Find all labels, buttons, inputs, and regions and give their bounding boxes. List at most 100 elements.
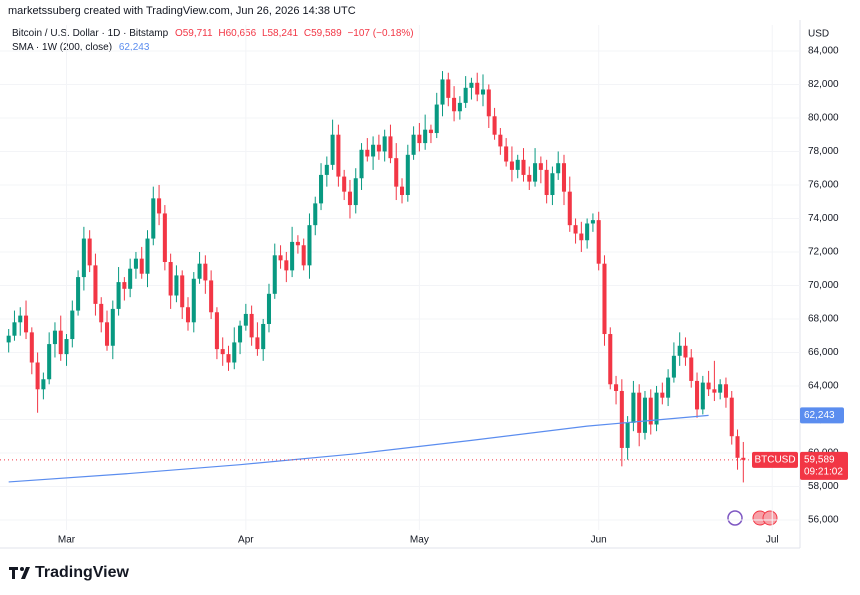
candle-body: [521, 159, 526, 175]
candle-body: [400, 186, 405, 196]
candle-body: [376, 144, 381, 152]
candle-body: [567, 191, 572, 226]
symbol-box: [752, 451, 798, 468]
candle-body: [452, 97, 457, 112]
candle-body: [249, 313, 254, 338]
candle-body: [533, 163, 538, 182]
legend-symbol: Bitcoin / U.S. Dollar · 1D · Bitstamp O5…: [12, 28, 414, 39]
candle-body: [417, 134, 422, 144]
candle-body: [12, 322, 17, 336]
candle-body: [214, 312, 219, 350]
candle-body: [81, 238, 86, 278]
indicator-name: SMA · 1W (200, close): [12, 42, 112, 53]
y-tick-label: 74,000: [808, 213, 839, 224]
candle-body: [550, 173, 555, 196]
event-icon: [727, 510, 743, 526]
candle-body: [139, 258, 144, 274]
candle-body: [110, 308, 115, 346]
candle-body: [631, 392, 636, 423]
candle-body: [585, 223, 590, 241]
candle-body: [428, 129, 433, 134]
candle-body: [388, 136, 393, 159]
candle-body: [712, 389, 717, 393]
candle-body: [544, 169, 549, 196]
candle-body: [700, 382, 705, 410]
candle-body: [255, 337, 260, 350]
candle-body: [689, 357, 694, 381]
candle-body: [504, 146, 509, 162]
x-tick-label: Jun: [591, 535, 607, 546]
candle-body: [434, 104, 439, 134]
currency: USD: [808, 29, 829, 40]
candle-body: [538, 163, 543, 170]
candle-body: [157, 198, 162, 214]
candle-body: [87, 238, 92, 266]
x-tick-label: Apr: [238, 535, 254, 546]
candle-body: [6, 335, 11, 343]
logo: [9, 567, 30, 579]
y-tick-label: 84,000: [808, 46, 839, 57]
candle-body: [174, 275, 179, 296]
candle-body: [99, 303, 104, 323]
candle-body: [272, 255, 277, 294]
candle-body: [666, 377, 671, 398]
candle-body: [151, 198, 156, 239]
candle-body: [423, 129, 428, 144]
x-tick-label: Jul: [766, 535, 779, 546]
candle-body: [382, 136, 387, 152]
candle-body: [394, 158, 399, 187]
candle-body: [469, 82, 474, 88]
candle-body: [498, 134, 503, 147]
candle-body: [602, 263, 607, 335]
candle-body: [319, 174, 324, 204]
candle-body: [342, 176, 347, 192]
low-label: L58,241: [262, 28, 299, 39]
symbol: Bitcoin / U.S. Dollar · 1D · Bitstamp: [12, 28, 169, 39]
candle-body: [313, 203, 318, 226]
y-tick-label: 68,000: [808, 314, 839, 325]
candle-body: [405, 154, 410, 196]
candle-body: [741, 457, 746, 460]
y-tick-label: 80,000: [808, 113, 839, 124]
legend-indicator: SMA · 1W (200, close) 62,243: [12, 42, 150, 53]
candle-body: [301, 245, 306, 266]
candle-body: [76, 277, 81, 311]
last-price-box: [800, 451, 848, 480]
candle-body: [47, 344, 52, 380]
candle-body: [365, 149, 370, 157]
candle-body: [278, 255, 283, 261]
candle-body: [307, 225, 312, 266]
candle-body: [128, 268, 133, 289]
candle-body: [353, 178, 358, 206]
change-label: −107 (−0.18%): [347, 28, 413, 39]
branding: TradingView: [35, 564, 130, 581]
logo-slash: [21, 567, 30, 579]
candle-body: [209, 280, 214, 313]
candle-body: [509, 161, 514, 170]
candle-body: [706, 382, 711, 390]
candle-body: [718, 384, 723, 393]
candle-body: [324, 164, 329, 175]
event-icon: [762, 510, 778, 526]
logo-dot: [20, 567, 24, 571]
candle-body: [492, 116, 497, 135]
candle-body: [614, 384, 619, 391]
candle-body: [515, 159, 520, 170]
candle-body: [180, 275, 185, 308]
candle-body: [261, 323, 266, 350]
candle-body: [243, 313, 248, 326]
candle-body: [683, 345, 688, 358]
candle-body: [122, 282, 127, 289]
candle-body: [29, 332, 34, 363]
candle-body: [556, 163, 561, 174]
candle-body: [64, 339, 69, 355]
candle-body: [168, 262, 173, 296]
y-tick-label: 56,000: [808, 515, 839, 526]
candle-body: [457, 102, 462, 112]
candle-body: [290, 241, 295, 271]
y-tick-label: 82,000: [808, 79, 839, 90]
attribution: marketssuberg created with TradingView.c…: [8, 5, 356, 17]
candle-body: [625, 422, 630, 448]
